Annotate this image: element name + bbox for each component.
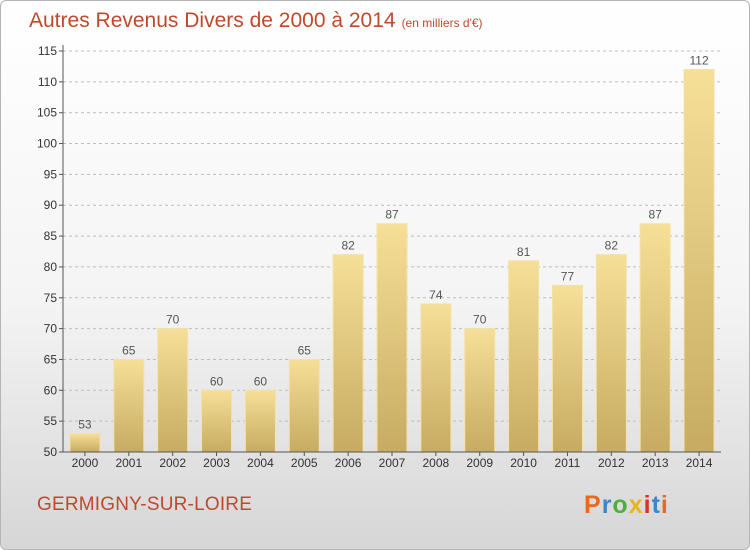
x-tick-label: 2001 [115, 456, 142, 470]
x-tick-label: 2009 [466, 456, 493, 470]
logo-letter: i [660, 491, 669, 519]
bar [683, 69, 715, 453]
logo-letter: i [643, 491, 652, 519]
logo-letter: P [584, 491, 602, 519]
x-tick-label: 2006 [335, 456, 362, 470]
x-tick-label: 2005 [291, 456, 318, 470]
data-label: 70 [473, 313, 487, 327]
data-label: 53 [78, 417, 92, 431]
data-label: 82 [605, 239, 619, 253]
city-name: GERMIGNY-SUR-LOIRE [37, 494, 253, 515]
logo-letter: o [612, 491, 629, 519]
y-tick-label: 70 [44, 322, 58, 336]
x-tick-label: 2003 [203, 456, 230, 470]
x-tick-label: 2002 [159, 456, 186, 470]
logo-letter: r [601, 491, 613, 519]
y-tick-label: 75 [44, 291, 58, 305]
chart-title-text: Autres Revenus Divers de 2000 à 2014 [29, 9, 396, 32]
bar [508, 260, 540, 453]
y-tick-label: 100 [37, 137, 57, 151]
data-label: 60 [210, 374, 224, 388]
bar [464, 328, 496, 453]
data-label: 77 [561, 269, 575, 283]
bar [244, 389, 276, 453]
x-tick-label: 2012 [598, 456, 625, 470]
bars: 53 65 70 60 60 65 82 87 74 70 81 77 82 87 112 [69, 54, 715, 453]
data-label: 81 [517, 245, 531, 259]
y-tick-label: 50 [44, 445, 58, 459]
x-tick-label: 2004 [247, 456, 274, 470]
x-tick-label: 2000 [72, 456, 99, 470]
x-tick-label: 2014 [686, 456, 713, 470]
x-tick-label: 2007 [379, 456, 406, 470]
x-tick-label: 2010 [510, 456, 537, 470]
data-label: 65 [298, 343, 312, 357]
bar [420, 303, 452, 453]
bar [113, 358, 145, 453]
data-label: 60 [254, 374, 268, 388]
bar [157, 328, 189, 453]
y-tick-label: 65 [44, 352, 58, 366]
y-tick-label: 60 [44, 383, 58, 397]
data-label: 87 [385, 208, 399, 222]
bar [376, 223, 408, 453]
data-label: 82 [341, 239, 355, 253]
bar [332, 254, 364, 453]
y-tick-label: 55 [44, 414, 58, 428]
x-tick-label: 2008 [423, 456, 450, 470]
data-label: 70 [166, 313, 180, 327]
chart-subtitle: (en milliers d'€) [401, 16, 483, 30]
y-tick-label: 105 [37, 106, 57, 120]
proxiti-logo: Proxiti [584, 491, 669, 520]
chart-title: Autres Revenus Divers de 2000 à 2014 (en … [29, 9, 483, 33]
logo-letter: t [651, 491, 661, 519]
y-tick-label: 115 [38, 44, 57, 58]
bar [595, 254, 627, 453]
data-label: 74 [429, 288, 443, 302]
data-label: 65 [122, 343, 136, 357]
bar [288, 358, 320, 453]
y-tick-label: 85 [44, 229, 58, 243]
y-tick-label: 80 [44, 260, 58, 274]
y-tick-label: 95 [44, 167, 58, 181]
bar [69, 432, 101, 453]
axes: 50 55 60 65 70 75 80 85 90 95 100 105 110 115 2000 2001… [37, 44, 721, 470]
y-tick-label: 90 [44, 198, 58, 212]
bar [201, 389, 233, 453]
y-tick-label: 110 [38, 75, 57, 89]
x-tick-label: 2011 [555, 456, 581, 470]
x-tick-label: 2013 [642, 456, 669, 470]
logo-letter: x [628, 491, 644, 519]
data-label: 112 [689, 54, 708, 68]
bar [639, 223, 671, 453]
bar [551, 284, 583, 453]
data-label: 87 [649, 208, 663, 222]
